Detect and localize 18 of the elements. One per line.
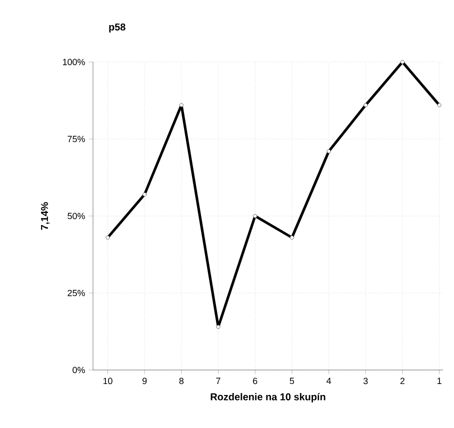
x-tick-label: 7 [216,378,220,384]
y-tick-label: 25% [68,290,85,296]
x-axis-title: Rozdelenie na 10 skupín [210,392,326,402]
x-tick-label: 10 [103,378,112,384]
y-tick-label: 75% [68,136,85,142]
chart-title: p58 [109,23,126,32]
x-tick-label: 9 [142,378,147,384]
x-tick-label: 4 [326,378,332,384]
x-tick-label: 3 [363,378,368,384]
x-tick-label: 1 [438,378,442,384]
x-tick-label: 5 [290,378,294,384]
y-tick-label: 0% [72,366,85,374]
y-axis-title: 7,14% [41,202,50,230]
y-tick-label: 100% [62,58,85,66]
x-tick-label: 6 [253,378,258,384]
y-tick-label: 50% [68,212,85,220]
x-tick-label: 2 [400,378,405,384]
x-tick-label: 8 [179,378,184,384]
